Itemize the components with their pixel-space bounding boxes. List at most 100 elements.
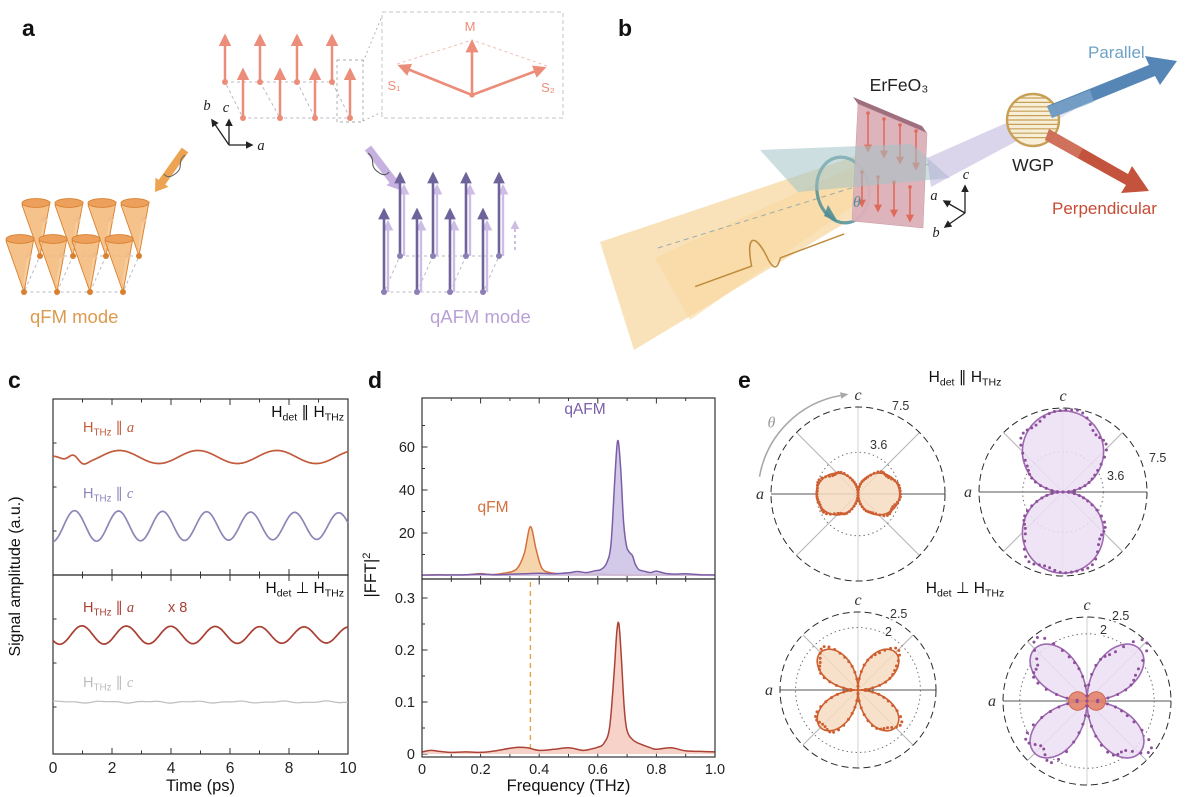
- axes-frame-bottom: [421, 578, 716, 758]
- x-tick-label: 1.0: [705, 762, 725, 778]
- panel-a-mode-diagram: a qFM mode qAFM mode M S₁ S₂ b c a: [5, 11, 564, 327]
- axes-frame-top: [421, 397, 716, 580]
- x-tick-label: 0.8: [646, 762, 666, 778]
- ring-value-label: 7.5: [1149, 451, 1166, 465]
- ring-value-label: 2: [1100, 623, 1107, 637]
- subplot-annotation: Hdet ⊥ HTHz: [266, 580, 344, 600]
- trace-scale-label: x 8: [168, 600, 187, 616]
- polar-axis-a-label: a: [756, 486, 764, 503]
- spectrum-area-qFM: [422, 526, 715, 576]
- ring-value-label: 2.5: [1112, 609, 1129, 623]
- peak-label-qFM: qFM: [478, 499, 509, 516]
- ring-value-label: 3.6: [870, 438, 887, 452]
- ring-value-label: 7.5: [892, 399, 909, 413]
- trace-qAFM: [52, 624, 349, 646]
- spectrum-line-qAFM-perpendicular: [421, 621, 716, 754]
- panel-c-time-domain-chart: c 0 2 4 6 8 10 Time (ps) Signal amplitude (a.u.)…: [7, 367, 357, 795]
- trace-none: [52, 700, 348, 704]
- x-tick-label: 10: [339, 760, 357, 777]
- x-axis-title: Frequency (THz): [507, 777, 631, 795]
- polar-outer-ring: [779, 611, 937, 769]
- panel-e: e Hdet ∥ HTHz c a 3.6 7.5 θ c a 3.6 7.5 Hdet ⊥ HTHz…: [725, 360, 1188, 797]
- data-markers-qAFM-parallel: [1019, 408, 1108, 575]
- polar-axis-a-label: a: [988, 693, 996, 710]
- polar-axis-a-label: a: [765, 682, 773, 699]
- axis-b-label: b: [203, 98, 210, 114]
- spectrum-line-qFM: [421, 525, 716, 577]
- panel-a-label: a: [22, 15, 35, 41]
- axis-ticks: [421, 398, 716, 757]
- polar-outer-ring: [770, 406, 946, 582]
- polar-axis-c-label: c: [1059, 388, 1066, 405]
- polar-axis-c-label: c: [854, 387, 861, 404]
- panel-b: b ErFeO₃ WGP Parallel Perpendicular θ c …: [600, 0, 1188, 356]
- axis-ticks: [52, 399, 349, 754]
- axis-c-label: c: [223, 100, 230, 116]
- x-tick-label: 2: [108, 760, 117, 777]
- panel-b-graphics: [600, 56, 1177, 350]
- panel-b-label: b: [618, 15, 632, 41]
- vector-S2: [471, 65, 547, 97]
- x-tick-label: 6: [226, 760, 235, 777]
- x-tick-label: 0: [49, 760, 58, 777]
- qfm-mode-label: qFM mode: [30, 306, 118, 327]
- trace-label: HTHz ∥ c: [83, 486, 134, 505]
- spectrum-line-qAFM: [421, 439, 716, 576]
- vector-S1: [397, 63, 473, 97]
- spectrum-area-qAFM-perpendicular: [422, 622, 715, 754]
- qafm-mode-label: qAFM mode: [430, 306, 531, 327]
- panel-c: c 0 2 4 6 8 10 Time (ps) Signal amplitude (a.u.)…: [0, 360, 360, 797]
- polar-inner-ring: [795, 627, 921, 753]
- axes-frame-bottom: [52, 574, 349, 755]
- polar-group-title: Hdet ⊥ HTHz: [926, 580, 1004, 600]
- ring-value-label: 3.6: [1107, 469, 1124, 483]
- ring-value-label: 2.5: [890, 607, 907, 621]
- panel-a: a qFM mode qAFM mode M S₁ S₂ b c a: [0, 0, 600, 356]
- data-markers-qFM-perpendicular: [814, 645, 904, 734]
- y-axis-title: |FFT|2: [361, 552, 380, 597]
- panel-b-setup-diagram: b ErFeO₃ WGP Parallel Perpendicular θ c …: [600, 15, 1177, 350]
- x-tick-label: 0.4: [529, 762, 549, 778]
- data-markers-qFM-parallel: [815, 470, 902, 518]
- x-tick-label: 8: [285, 760, 294, 777]
- peak-label-qAFM: qAFM: [564, 401, 605, 418]
- ring-value-label: 2: [885, 625, 892, 639]
- y-tick-label: 40: [399, 483, 415, 499]
- panel-e-label: e: [738, 367, 751, 393]
- polar-plot-qFM-parallel: c a 3.6 7.5 θ: [756, 387, 946, 582]
- axis-a-label: a: [257, 138, 264, 154]
- axis-b-label: b: [932, 225, 939, 241]
- x-tick-label: 4: [167, 760, 176, 777]
- y-tick-label: 0.2: [395, 643, 415, 659]
- theta-sweep-arrow: [758, 394, 841, 477]
- x-tick-label: 0.2: [471, 762, 491, 778]
- inset-M-label: M: [465, 19, 476, 34]
- y-tick-label: 0.1: [395, 695, 415, 711]
- y-tick-label: 0: [407, 747, 415, 763]
- polarization-plane: [760, 144, 950, 192]
- sample-label: ErFeO₃: [870, 75, 929, 95]
- trace-qAFM: [52, 509, 349, 543]
- x-tick-label: 0: [418, 762, 426, 778]
- sample-top-face: [853, 97, 927, 133]
- trace-label: HTHz ∥ c: [83, 675, 134, 694]
- trace-label: HTHz ∥ a: [83, 420, 134, 439]
- spectrum-area-qAFM: [422, 440, 715, 576]
- panel-d: d 20 40 60 0 0.1 0.2 0.3 0 0.2 0.4 0.6 0.8 1.0 Frequen…: [360, 360, 732, 797]
- polar-plot-qAFM-perpendicular: c a 2 2.5: [988, 597, 1172, 786]
- polar-axis-a-label: a: [964, 484, 972, 501]
- inset-box: [381, 11, 564, 119]
- panel-a-graphics: [5, 11, 564, 295]
- polar-plot-qFM-perpendicular: c a 2 2.5: [765, 592, 937, 769]
- polar-axis-c-label: c: [1083, 597, 1090, 614]
- polar-outer-ring: [978, 407, 1148, 577]
- trace-qFM: [52, 449, 349, 465]
- x-tick-label: 0.6: [588, 762, 608, 778]
- polar-group-title: Hdet ∥ HTHz: [929, 369, 1002, 389]
- panel-d-label: d: [368, 367, 382, 393]
- parallel-label: Parallel: [1088, 43, 1145, 62]
- theta-label: θ: [853, 194, 861, 211]
- thz-pulse-waveform: [694, 233, 845, 288]
- perpendicular-label: Perpendicular: [1052, 199, 1157, 218]
- qafm-pump-arrow: [364, 145, 400, 190]
